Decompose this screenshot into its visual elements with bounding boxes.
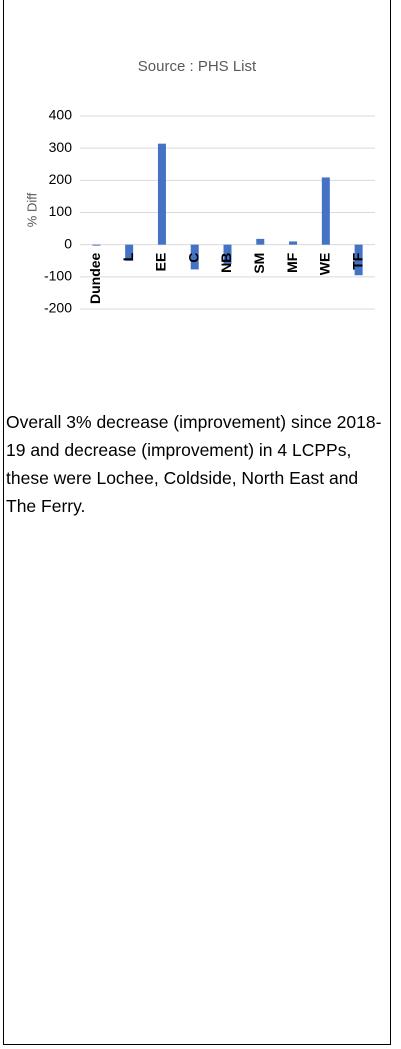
y-tick-label: -200 [44, 300, 72, 316]
bar [190, 244, 199, 270]
bar [289, 241, 298, 245]
y-tick-label: -100 [44, 268, 72, 284]
x-tick-label: Dundee [87, 252, 103, 304]
y-tick-label: 0 [64, 235, 72, 251]
x-tick-label: NB [218, 253, 234, 273]
y-tick-label: 200 [49, 171, 73, 187]
bar [256, 238, 265, 245]
x-tick-label: C [185, 253, 201, 263]
bar [321, 177, 330, 245]
table-cell [3, 0, 391, 1045]
body-text: Overall 3% decrease (improvement) since … [6, 412, 382, 516]
chart: Source : PHS List % Diff -200 -100 0 100 200… [24, 58, 375, 316]
x-tick-label: TF [349, 252, 365, 270]
x-tick-label: WE [317, 253, 333, 276]
bar [125, 244, 134, 261]
chart-title: Source : PHS List [138, 58, 257, 75]
bar [92, 244, 101, 246]
bar [223, 244, 232, 264]
x-tick-label: MF [284, 252, 300, 273]
y-tick-label: 300 [49, 139, 73, 155]
x-tick-label: EE [153, 253, 169, 272]
y-axis-title: % Diff [24, 192, 39, 227]
y-tick-label: 100 [49, 203, 73, 219]
bar [157, 143, 166, 245]
bar [354, 244, 363, 276]
x-tick-label: SM [251, 253, 267, 274]
y-tick-label: 400 [49, 107, 73, 123]
x-tick-label: L [120, 252, 136, 261]
